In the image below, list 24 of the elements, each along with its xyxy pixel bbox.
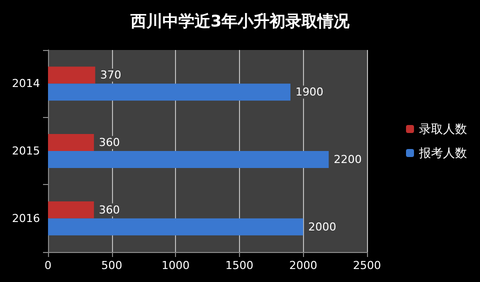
x-tick-label: 2500 (353, 259, 381, 272)
chart-title: 西川中学近3年小升初录取情况 (129, 12, 351, 30)
x-tick-label: 500 (101, 259, 122, 272)
bar (48, 218, 304, 236)
data-label: 360 (98, 203, 120, 216)
data-label: 360 (98, 136, 120, 149)
bar (48, 134, 94, 151)
data-label: 1900 (295, 86, 324, 99)
y-tick-label: 2016 (12, 212, 40, 225)
x-tick-label: 1500 (225, 259, 254, 272)
bar (48, 151, 329, 168)
data-label: 2200 (334, 153, 362, 166)
y-tick-label: 2014 (12, 77, 40, 90)
x-tick-label: 1000 (162, 259, 190, 272)
bar (48, 84, 290, 101)
x-tick-label: 2000 (289, 259, 318, 272)
legend-label: 录取人数 (419, 122, 467, 136)
y-tick-label: 2015 (12, 144, 40, 158)
legend-label: 报考人数 (418, 146, 467, 160)
x-tick-label: 0 (44, 259, 52, 272)
data-label: 370 (100, 68, 122, 82)
data-label: 2000 (308, 220, 336, 234)
bar (48, 66, 96, 84)
bar (48, 201, 94, 218)
